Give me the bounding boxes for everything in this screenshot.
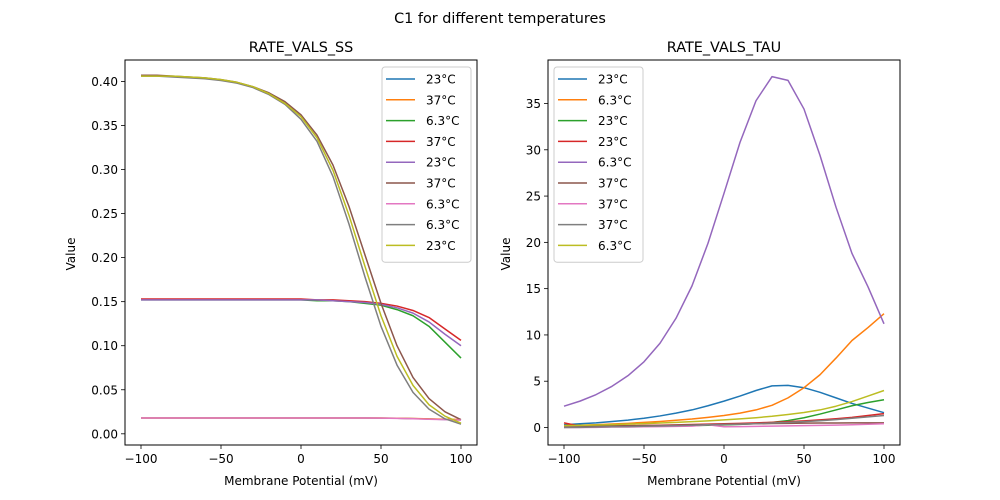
series-line-6 [141, 417, 462, 421]
y-tick-label: 0 [533, 421, 541, 435]
axes-frame [124, 59, 478, 446]
legend-label: 37°C [426, 135, 456, 149]
legend-box [553, 66, 644, 263]
series-line-7 [141, 75, 462, 425]
y-axis-ticks: 0 5 10 15 20 25 30 35 [526, 97, 548, 435]
y-tick-label: 0.20 [91, 251, 118, 265]
y-tick-label: 20 [526, 236, 541, 250]
x-tick-label: 0 [297, 452, 305, 466]
y-tick-label: 0.30 [91, 163, 118, 177]
legend-label: 23°C [426, 239, 456, 253]
legend: 23°C 6.3°C 23°C 23°C 6.3°C 37°C 37°C 37°C 6.3°C [553, 66, 644, 263]
x-tick-label: 0 [720, 452, 728, 466]
legend-item: 23°C [386, 73, 456, 87]
legend-label: 6.3°C [598, 239, 631, 253]
subplot-title: RATE_VALS_TAU [667, 40, 781, 56]
legend-item: 37°C [386, 177, 456, 191]
series-line-4 [563, 75, 885, 407]
legend-label: 6.3°C [426, 218, 459, 232]
series-line-4 [141, 299, 462, 347]
legend-item: 37°C [558, 197, 628, 211]
x-tick-label: 50 [796, 452, 811, 466]
x-axis-ticks: −100 −50 0 50 100 [125, 445, 473, 466]
x-tick-label: −50 [631, 452, 656, 466]
legend-label: 23°C [598, 114, 628, 128]
y-tick-label: 5 [533, 375, 541, 389]
series-line-8 [141, 75, 462, 424]
x-axis-label: Membrane Potential (mV) [647, 474, 801, 488]
legend-item: 6.3°C [386, 197, 459, 211]
x-tick-label: 100 [450, 452, 473, 466]
y-tick-label: 15 [526, 282, 541, 296]
x-axis-ticks: −100 −50 0 50 100 [548, 445, 896, 466]
y-tick-label: 25 [526, 190, 541, 204]
x-tick-label: −50 [208, 452, 233, 466]
legend-label: 6.3°C [426, 197, 459, 211]
legend-item: 6.3°C [558, 93, 631, 107]
legend-item: 37°C [386, 135, 456, 149]
legend-label: 37°C [598, 197, 628, 211]
x-tick-label: 100 [873, 452, 896, 466]
legend-label: 23°C [426, 73, 456, 87]
legend-label: 23°C [426, 156, 456, 170]
y-axis-label: Value [64, 238, 78, 271]
subplot-title: RATE_VALS_SS [249, 40, 354, 56]
series-lines [563, 75, 885, 429]
y-tick-label: 30 [526, 143, 541, 157]
legend-item: 37°C [386, 93, 456, 107]
legend-item: 23°C [558, 135, 628, 149]
legend-label: 6.3°C [598, 156, 631, 170]
y-tick-label: 10 [526, 328, 541, 342]
legend-item: 6.3°C [558, 239, 631, 253]
y-tick-label: 0.25 [91, 207, 118, 221]
legend-label: 37°C [598, 218, 628, 232]
legend-item: 6.3°C [386, 114, 459, 128]
legend-label: 37°C [426, 93, 456, 107]
y-tick-label: 0.15 [91, 295, 118, 309]
subplot-rate-vals-tau: RATE_VALS_TAU Membrane Potential (mV) Va… [499, 40, 901, 488]
y-tick-label: 0.10 [91, 339, 118, 353]
y-axis-label: Value [499, 238, 513, 271]
legend: 23°C 37°C 6.3°C 37°C 23°C 37°C 6.3°C 6.3°C 23°C [381, 66, 472, 263]
legend-item: 23°C [386, 239, 456, 253]
legend-label: 37°C [426, 177, 456, 191]
legend-label: 6.3°C [426, 114, 459, 128]
x-tick-label: −100 [548, 452, 581, 466]
axes-frame [547, 59, 901, 446]
legend-item: 37°C [558, 177, 628, 191]
legend-label: 37°C [598, 177, 628, 191]
legend-item: 6.3°C [386, 218, 459, 232]
legend-label: 23°C [598, 135, 628, 149]
series-lines [141, 74, 462, 425]
legend-item: 37°C [558, 218, 628, 232]
subplot-rate-vals-ss: RATE_VALS_SS Membrane Potential (mV) Val… [64, 40, 478, 488]
y-tick-label: 0.35 [91, 119, 118, 133]
x-axis-label: Membrane Potential (mV) [224, 474, 378, 488]
series-line-0 [563, 384, 885, 426]
legend-box [381, 66, 472, 263]
series-line-8 [563, 389, 885, 427]
series-line-3 [141, 298, 462, 342]
y-tick-label: 0.40 [91, 75, 118, 89]
legend-item: 23°C [558, 114, 628, 128]
legend-label: 6.3°C [598, 93, 631, 107]
y-tick-label: 0.00 [91, 427, 118, 441]
y-axis-ticks: 0.00 0.05 0.10 0.15 0.20 0.25 0.30 0.35 0.40 [91, 75, 125, 441]
legend-item: 6.3°C [558, 156, 631, 170]
y-tick-label: 35 [526, 97, 541, 111]
y-tick-label: 0.05 [91, 383, 118, 397]
legend-item: 23°C [558, 73, 628, 87]
legend-label: 23°C [598, 73, 628, 87]
series-line-7 [563, 414, 885, 429]
x-tick-label: 50 [373, 452, 388, 466]
legend-item: 23°C [386, 156, 456, 170]
figure-title: C1 for different temperatures [394, 11, 606, 27]
x-tick-label: −100 [125, 452, 158, 466]
